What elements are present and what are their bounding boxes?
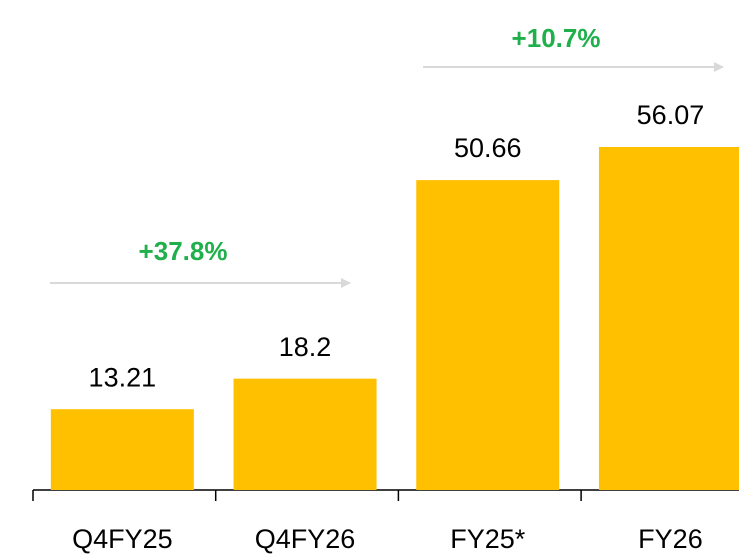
bar: [233, 378, 377, 490]
x-tick-label: FY26: [638, 524, 703, 554]
bar: [598, 147, 739, 490]
x-tick-label: FY25*: [450, 524, 526, 554]
annotation: +10.7%: [512, 23, 601, 53]
value-label: 18.2: [279, 332, 332, 362]
annotation: +37.8%: [139, 236, 228, 266]
bar: [50, 409, 194, 490]
x-tick-label: Q4FY25: [72, 524, 173, 554]
value-label: 56.07: [637, 100, 705, 130]
x-tick-label: Q4FY26: [255, 524, 356, 554]
value-label: 50.66: [454, 133, 522, 163]
bar: [416, 180, 560, 490]
value-label: 13.21: [89, 362, 157, 392]
